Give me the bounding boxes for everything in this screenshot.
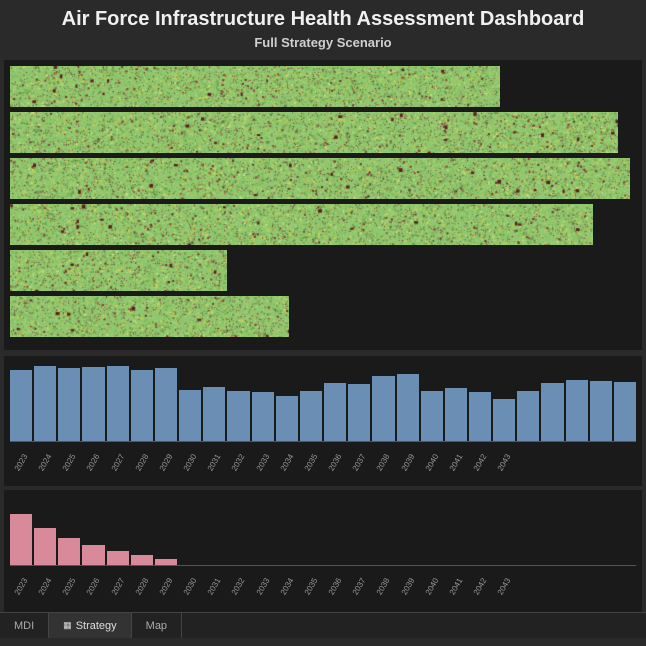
chart-bar [324,383,346,441]
year-label: 2041 [446,451,465,475]
year-label: 2028 [132,451,151,475]
chart-bar [227,391,249,441]
tab-label: Strategy [76,620,117,632]
page-subtitle: Full Strategy Scenario [0,35,646,50]
chart-bar [34,366,56,441]
year-label: 2025 [60,451,79,475]
year-label: 2027 [108,451,127,475]
year-label: 2033 [253,575,272,599]
year-label: 2031 [205,575,224,599]
chart-bar [276,396,298,441]
tab-bar: MDI ▦ Strategy Map [0,612,646,638]
chart-bar [614,382,636,441]
chart-bar [493,399,515,441]
chart-bar [469,392,491,441]
chart-bar [82,545,104,565]
chart-bar [107,366,129,441]
heatmap-row [10,250,636,291]
heatmap-row [10,296,636,337]
year-label: 2034 [277,451,296,475]
chart-bar [397,374,419,441]
year-label: 2042 [471,575,490,599]
chart-bar [566,380,588,441]
year-label: 2043 [495,451,514,475]
chart-bar [445,388,467,441]
chart-bar [107,551,129,565]
year-label: 2032 [229,451,248,475]
chart-bar [34,528,56,565]
year-label: 2038 [374,451,393,475]
year-label: 2038 [374,575,393,599]
year-label: 2026 [84,575,103,599]
year-label: 2035 [302,451,321,475]
year-label: 2034 [277,575,296,599]
tab-strategy[interactable]: ▦ Strategy [49,613,131,638]
chart-bar [252,392,274,441]
year-label: 2031 [205,451,224,475]
chart-bar [541,383,563,441]
tab-mdi[interactable]: MDI [0,613,49,638]
chart-bar [590,381,612,441]
year-label: 2027 [108,575,127,599]
pink-bar-chart: 2023 2024 2025 2026 2027 2028 2029 2030 2031 2032… [4,490,642,612]
chart-bar [10,370,32,441]
heatmap-row [10,204,636,245]
year-label: 2041 [446,575,465,599]
year-label: 2040 [422,575,441,599]
year-label: 2025 [60,575,79,599]
chart-bar [82,367,104,441]
chart-bar [179,390,201,441]
year-label: 2043 [495,575,514,599]
year-label: 2023 [12,451,31,475]
year-label: 2024 [36,451,55,475]
chart-bar [155,368,177,441]
year-label: 2039 [398,451,417,475]
year-label: 2037 [350,451,369,475]
chart-bar [155,559,177,565]
chart-bar [58,538,80,565]
year-label: 2029 [157,575,176,599]
chart-bar [203,387,225,441]
heatmap-panel [4,60,642,350]
year-label: 2026 [84,451,103,475]
year-label: 2039 [398,575,417,599]
tab-map[interactable]: Map [132,613,182,638]
heatmap-row [10,158,636,199]
year-label: 2036 [326,451,345,475]
year-label: 2023 [12,575,31,599]
chart-bar [300,391,322,441]
year-label: 2030 [181,575,200,599]
year-label: 2033 [253,451,272,475]
chart-bar [372,376,394,441]
heatmap-row [10,112,636,153]
chart-bar [131,370,153,441]
year-label: 2037 [350,575,369,599]
header: Air Force Infrastructure Health Assessme… [0,0,646,52]
chart-bar [10,514,32,565]
tab-label: MDI [14,620,34,632]
year-label: 2030 [181,451,200,475]
chart-bar [131,555,153,565]
page-title: Air Force Infrastructure Health Assessme… [0,8,646,31]
chart-bar [421,391,443,441]
heatmap-row [10,66,636,107]
year-label: 2032 [229,575,248,599]
grid-icon: ▦ [63,620,72,631]
tab-label: Map [146,620,167,632]
year-label: 2042 [471,451,490,475]
year-label: 2028 [132,575,151,599]
year-label: 2029 [157,451,176,475]
chart-bar [517,391,539,441]
year-label: 2040 [422,451,441,475]
chart-bar [58,368,80,441]
year-label: 2024 [36,575,55,599]
year-label: 2035 [302,575,321,599]
year-label: 2036 [326,575,345,599]
blue-bar-chart: 2023 2024 2025 2026 2027 2028 2029 2030 2031 2032… [4,356,642,486]
chart-bar [348,384,370,441]
